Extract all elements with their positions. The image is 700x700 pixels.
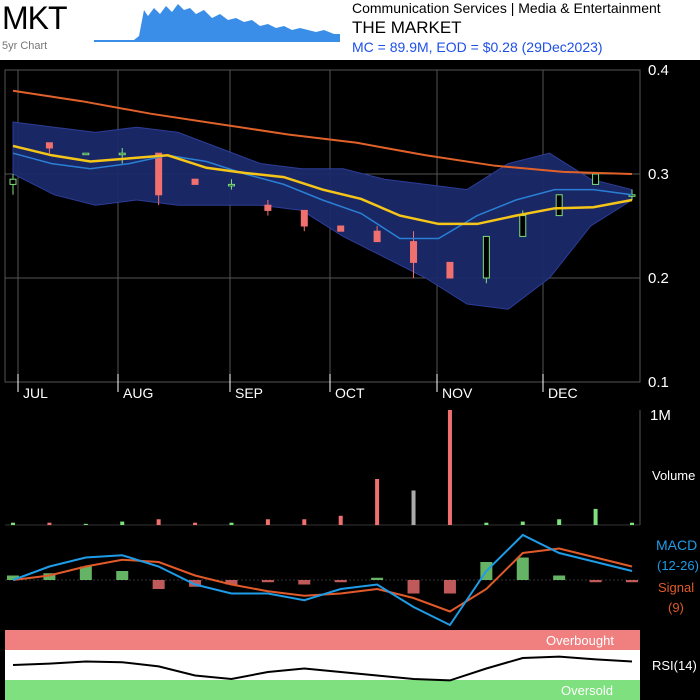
macd-label: MACD: [656, 537, 697, 553]
price-tick-label: 0.4: [648, 62, 669, 79]
volume-bar: [302, 519, 307, 525]
candle-body: [337, 225, 345, 232]
candles: [9, 142, 636, 284]
candle-body: [373, 230, 381, 243]
signal-params: (9): [668, 600, 684, 615]
volume-bar: [265, 519, 270, 525]
rsi-panel: Overbought Oversold RSI(14): [5, 630, 697, 700]
macd-histogram-bar: [334, 580, 347, 583]
macd-histogram-bar: [589, 580, 602, 583]
rsi-neutral-zone: [5, 650, 640, 680]
macd-line: [12, 533, 633, 627]
volume-bar: [47, 522, 52, 525]
volume-bar: [557, 519, 562, 525]
candle-body: [410, 241, 418, 263]
macd-histogram-bar: [43, 573, 56, 580]
overbought-label: Overbought: [546, 633, 614, 648]
month-label: NOV: [442, 385, 473, 401]
rsi-line: [12, 655, 633, 682]
ticker-symbol: MKT: [2, 0, 68, 36]
macd-panel: MACD (12-26) Signal (9): [5, 533, 699, 627]
market-cap-line: MC = 89.9M, EOD = $0.28 (29Dec2023): [352, 39, 603, 55]
candle-body: [155, 152, 163, 196]
sma-long-line: [12, 89, 633, 175]
candle-body: [592, 173, 600, 185]
month-label: SEP: [235, 385, 263, 401]
rsi-label: RSI(14): [652, 658, 697, 673]
candle-body: [227, 183, 235, 187]
candle-body: [118, 152, 126, 156]
signal-label: Signal: [658, 580, 694, 595]
volume-bar: [375, 479, 380, 525]
macd-histogram-bar: [7, 575, 19, 580]
volume-bar: [520, 521, 525, 525]
candle-body: [519, 215, 527, 237]
chart-header: MKT 5yr Chart Communication Services | M…: [0, 0, 700, 60]
volume-bar: [338, 515, 343, 525]
macd-histogram-bar: [443, 580, 456, 594]
volume-bar: [447, 410, 452, 525]
oversold-label: Oversold: [561, 683, 613, 698]
price-tick-label: 0.3: [648, 166, 669, 183]
month-label: OCT: [335, 385, 365, 401]
sparkline-5yr: [94, 0, 340, 42]
volume-tick-label: 1M: [650, 407, 671, 424]
candle-body: [45, 142, 53, 149]
macd-histogram-bar: [116, 571, 129, 580]
volume-bar: [11, 522, 15, 525]
candle-body: [300, 209, 308, 227]
volume-bar: [83, 523, 88, 525]
macd-histogram-bar: [298, 580, 311, 585]
candle-body: [555, 194, 563, 217]
month-axis: JUL AUG SEP OCT NOV DEC: [17, 374, 578, 401]
macd-histogram-bar: [225, 580, 238, 585]
macd-histogram-bar: [189, 580, 202, 587]
company-name: THE MARKET: [352, 18, 462, 37]
oversold-zone: [5, 680, 640, 700]
main-chart: 0.4 0.3 0.2 0.1 JUL AUG SEP OCT NOV DEC 1M Volume…: [4, 62, 699, 700]
macd-histogram-bar: [516, 557, 529, 580]
macd-histogram-bar: [407, 580, 420, 594]
macd-histogram-bar: [553, 575, 566, 580]
candle-body: [82, 152, 90, 156]
volume-bar: [120, 521, 125, 525]
candle-body: [9, 178, 17, 185]
price-tick-label: 0.2: [648, 270, 669, 287]
volume-bar: [630, 522, 634, 525]
macd-params: (12-26): [657, 558, 699, 573]
ma-mid-line: [12, 152, 633, 240]
month-label: DEC: [548, 385, 578, 401]
sector-label: Communication Services | Media & Enterta…: [352, 0, 661, 16]
volume-bar: [156, 519, 161, 525]
chart-period-label[interactable]: 5yr Chart: [2, 40, 48, 52]
macd-histogram-bar: [79, 566, 92, 580]
volume-label: Volume: [652, 468, 695, 483]
macd-histogram-bar: [152, 580, 165, 589]
candle-body: [482, 235, 490, 279]
sma-short-line: [12, 144, 633, 226]
volume-panel: 1M Volume: [5, 407, 695, 526]
candle-body: [446, 261, 454, 279]
macd-histogram-bar: [626, 580, 638, 583]
month-label: JUL: [23, 385, 48, 401]
price-tick-label: 0.1: [648, 374, 669, 391]
moving-averages: [12, 89, 633, 240]
macd-histogram-bar: [371, 577, 384, 580]
month-label: AUG: [123, 385, 153, 401]
volume-bar: [411, 490, 416, 525]
volume-bar: [484, 522, 489, 525]
volume-bar: [593, 508, 598, 525]
candle-body: [264, 204, 272, 211]
volume-bar: [193, 522, 198, 525]
overbought-zone: [5, 630, 640, 650]
price-axis: 0.4 0.3 0.2 0.1: [648, 62, 669, 391]
candle-body: [191, 178, 199, 185]
macd-histogram-bar: [261, 580, 274, 583]
volume-bar: [229, 522, 234, 525]
